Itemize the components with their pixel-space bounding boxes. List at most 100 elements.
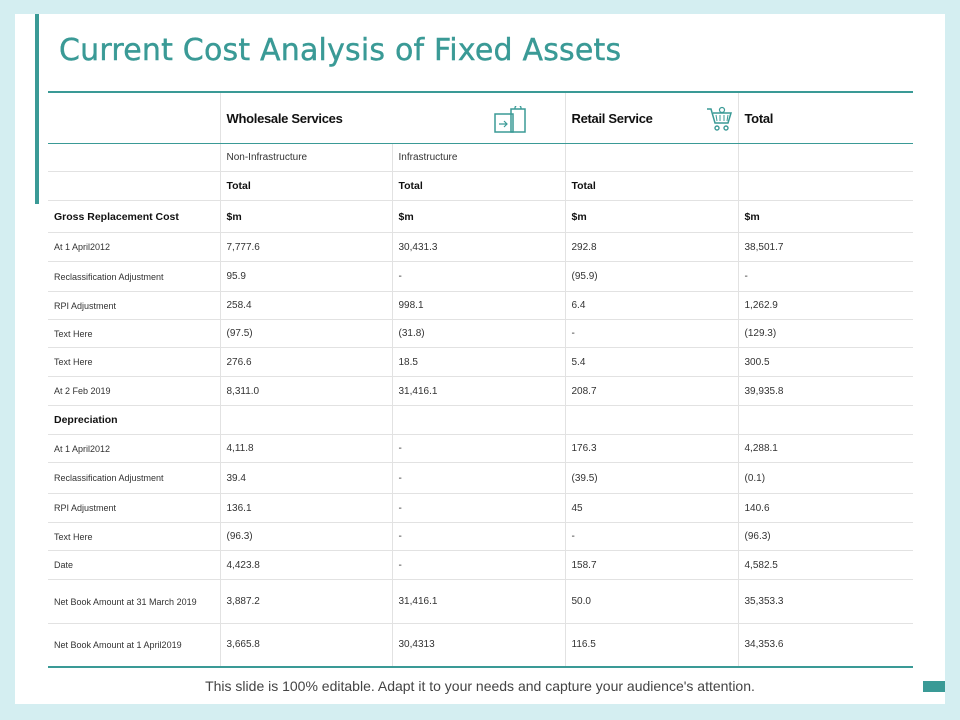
- cell-value: (0.1): [738, 462, 913, 494]
- cell-value: 4,288.1: [738, 434, 913, 463]
- cell-value: 258.4: [220, 291, 393, 320]
- cell-value: (96.3): [738, 522, 913, 551]
- cell-value: 176.3: [565, 434, 739, 463]
- cell-value: 5.4: [565, 347, 739, 377]
- subheader-empty: [48, 143, 221, 172]
- header-retail-label: Retail Service: [571, 110, 653, 126]
- table-row: Text Here (96.3) - - (96.3): [48, 522, 913, 551]
- cell-value: -: [738, 261, 913, 292]
- header-empty-cell: [48, 91, 221, 144]
- cell-value: (129.3): [738, 319, 913, 348]
- corner-accent: [923, 681, 945, 692]
- row-label: Text Here: [48, 319, 221, 348]
- table-row: At 1 April2012 4,11.8 - 176.3 4,288.1: [48, 434, 913, 463]
- cell-value: 1,262.9: [738, 291, 913, 320]
- total-label: Total: [565, 171, 739, 201]
- cell-value: 300.5: [738, 347, 913, 377]
- header-total: Total: [738, 91, 913, 144]
- table-row: Reclassification Adjustment 95.9 - (95.9…: [48, 261, 913, 292]
- fixed-assets-table: Wholesale Services Retail Service: [48, 91, 913, 668]
- cell-value: (39.5): [565, 462, 739, 494]
- accent-bar: [35, 14, 39, 204]
- cell-value: (31.8): [392, 319, 566, 348]
- total-label-row: Total Total Total: [48, 171, 913, 201]
- header-wholesale: Wholesale Services: [220, 91, 566, 144]
- subheader-empty: [738, 143, 913, 172]
- cell-value: (97.5): [220, 319, 393, 348]
- row-label: At 1 April2012: [48, 232, 221, 262]
- row-label: At 1 April2012: [48, 434, 221, 463]
- cell-value: 30,431.3: [392, 232, 566, 262]
- cell-value: 45: [565, 493, 739, 523]
- cell-value: -: [392, 261, 566, 292]
- subheader-row: Non-Infrastructure Infrastructure: [48, 143, 913, 172]
- cell-value: [565, 405, 739, 435]
- cell-value: 30,4313: [392, 623, 566, 668]
- cell-value: 3,887.2: [220, 579, 393, 624]
- cell-value: [738, 405, 913, 435]
- cell-value: 7,777.6: [220, 232, 393, 262]
- subheader-non-infrastructure: Non-Infrastructure: [220, 143, 393, 172]
- cell-value: 158.7: [565, 550, 739, 580]
- subheader-empty: [565, 143, 739, 172]
- cell-value: 35,353.3: [738, 579, 913, 624]
- subheader-infrastructure: Infrastructure: [392, 143, 566, 172]
- row-label: RPI Adjustment: [48, 493, 221, 523]
- page-title: Current Cost Analysis of Fixed Assets: [59, 33, 622, 68]
- cell-value: -: [565, 522, 739, 551]
- cell-value: [220, 405, 393, 435]
- cell-value: (95.9): [565, 261, 739, 292]
- total-row-empty: [48, 171, 221, 201]
- cell-value: 4,582.5: [738, 550, 913, 580]
- table-row: At 1 April2012 7,777.6 30,431.3 292.8 38…: [48, 232, 913, 262]
- cell-value: $m: [565, 200, 739, 233]
- cell-value: 3,665.8: [220, 623, 393, 668]
- cell-value: -: [565, 319, 739, 348]
- row-label: Text Here: [48, 522, 221, 551]
- shopping-cart-icon: [706, 106, 732, 131]
- cell-value: 18.5: [392, 347, 566, 377]
- row-label: Net Book Amount at 1 April2019: [48, 623, 221, 668]
- cell-value: -: [392, 522, 566, 551]
- table-row: RPI Adjustment 258.4 998.1 6.4 1,262.9: [48, 291, 913, 320]
- table-row: Text Here 276.6 18.5 5.4 300.5: [48, 347, 913, 377]
- cell-value: 292.8: [565, 232, 739, 262]
- header-retail: Retail Service: [565, 91, 739, 144]
- cell-value: -: [392, 493, 566, 523]
- cell-value: 136.1: [220, 493, 393, 523]
- row-label: Text Here: [48, 347, 221, 377]
- total-label: Total: [220, 171, 393, 201]
- table-row: Text Here (97.5) (31.8) - (129.3): [48, 319, 913, 348]
- cell-value: 8,311.0: [220, 376, 393, 406]
- total-label: Total: [392, 171, 566, 201]
- row-label: RPI Adjustment: [48, 291, 221, 320]
- cell-value: -: [392, 434, 566, 463]
- table-row: Depreciation: [48, 405, 913, 435]
- row-label: Reclassification Adjustment: [48, 261, 221, 292]
- cell-value: 116.5: [565, 623, 739, 668]
- cell-value: 38,501.7: [738, 232, 913, 262]
- table-row: At 2 Feb 2019 8,311.0 31,416.1 208.7 39,…: [48, 376, 913, 406]
- cell-value: 39.4: [220, 462, 393, 494]
- row-label: Gross Replacement Cost: [48, 200, 221, 233]
- cell-value: 34,353.6: [738, 623, 913, 668]
- table-row: Date 4,423.8 - 158.7 4,582.5: [48, 550, 913, 580]
- header-wholesale-label: Wholesale Services: [226, 110, 343, 126]
- cell-value: 998.1: [392, 291, 566, 320]
- shopping-bags-icon: [493, 106, 526, 133]
- cell-value: (96.3): [220, 522, 393, 551]
- row-label: Reclassification Adjustment: [48, 462, 221, 494]
- cell-value: 4,423.8: [220, 550, 393, 580]
- row-label: At 2 Feb 2019: [48, 376, 221, 406]
- cell-value: 140.6: [738, 493, 913, 523]
- cell-value: 276.6: [220, 347, 393, 377]
- table-row: Gross Replacement Cost $m $m $m $m: [48, 200, 913, 233]
- table-row: Net Book Amount at 1 April2019 3,665.8 3…: [48, 623, 913, 668]
- cell-value: 50.0: [565, 579, 739, 624]
- cell-value: 6.4: [565, 291, 739, 320]
- table-header-row: Wholesale Services Retail Service: [48, 91, 913, 144]
- row-label: Depreciation: [48, 405, 221, 435]
- cell-value: 95.9: [220, 261, 393, 292]
- cell-value: -: [392, 550, 566, 580]
- footer-note: This slide is 100% editable. Adapt it to…: [205, 678, 755, 694]
